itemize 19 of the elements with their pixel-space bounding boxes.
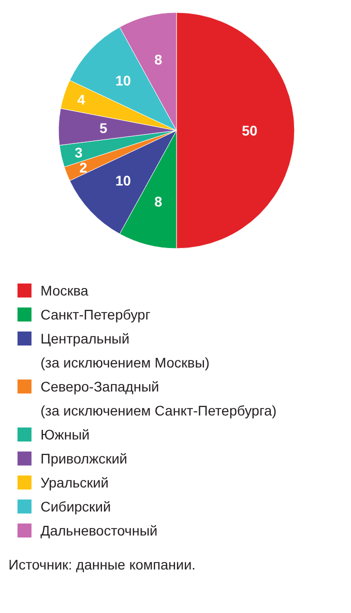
data-label: 10: [115, 172, 132, 189]
legend-label: Уральский: [40, 474, 109, 490]
data-label: 4: [77, 92, 86, 108]
legend-label: Южный: [40, 426, 90, 442]
legend-label: Москва: [40, 282, 89, 298]
legend-label: Санкт-Петербург: [40, 306, 150, 322]
legend-label: Северо-Западный (за исключением Санкт-Петербурга): [40, 378, 277, 418]
data-label: 2: [79, 159, 88, 176]
data-label: 8: [154, 193, 162, 210]
data-label: 50: [242, 122, 258, 138]
legend-label: Приволжский: [40, 450, 128, 466]
data-label: 8: [154, 52, 162, 68]
legend-label: Сибирский: [40, 498, 111, 514]
data-label: 10: [115, 72, 132, 88]
data-label: 5: [99, 120, 108, 136]
data-label: 3: [74, 144, 83, 160]
text: Источник: данные компании.: [8, 556, 196, 572]
legend-label: Центральный (за исключением Москвы): [40, 330, 210, 370]
legend-label: Дальневосточный: [40, 522, 158, 538]
